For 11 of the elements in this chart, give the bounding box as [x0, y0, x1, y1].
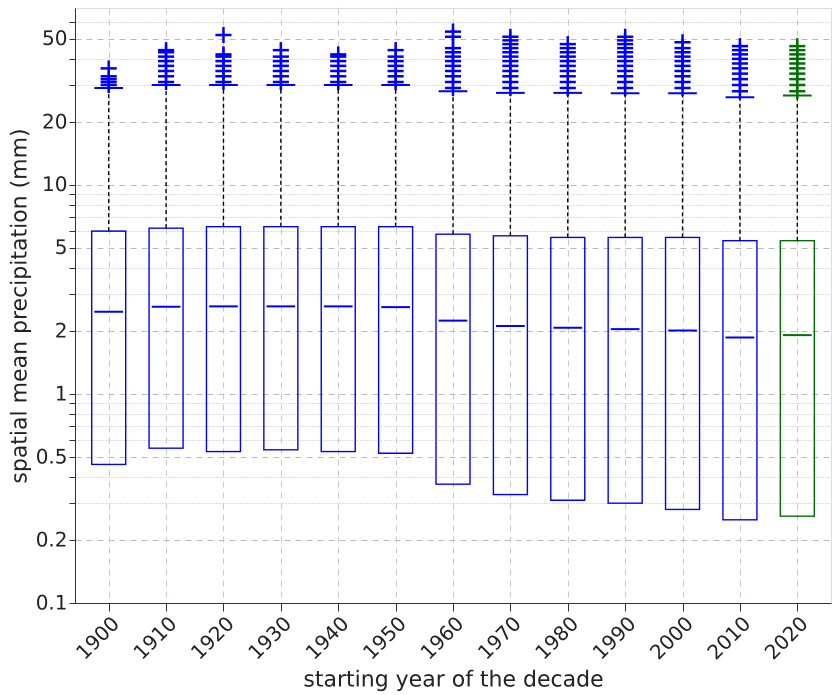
y-tick-label: 10 [42, 172, 68, 196]
x-axis-title: starting year of the decade [303, 668, 604, 693]
y-tick-label: 50 [42, 26, 68, 50]
y-tick-label: 5 [54, 235, 68, 260]
y-tick-label: 2 [54, 318, 68, 342]
y-tick-label: 1 [54, 381, 68, 406]
y-tick-label: 0.2 [36, 528, 68, 552]
y-tick-label: 0.5 [36, 444, 68, 468]
y-tick-label: 20 [42, 109, 68, 134]
y-tick-label: 0.1 [36, 590, 68, 614]
y-axis-title: spatial mean precipitation (mm) [8, 128, 33, 484]
